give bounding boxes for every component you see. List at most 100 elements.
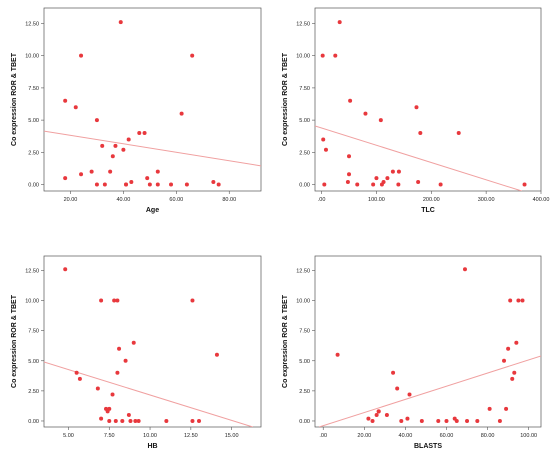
data-point [436,418,441,423]
x-tick-label: 7.50 [104,433,115,439]
data-point [497,418,502,423]
data-point [381,179,386,184]
data-point [107,406,112,411]
data-point [512,370,517,375]
data-point [190,418,195,423]
y-tick-label: 12.50 [25,268,39,274]
x-tick-label: .00 [319,433,327,439]
data-point [465,418,470,423]
data-point [320,53,325,58]
fit-line [315,125,522,191]
data-point [385,176,390,181]
y-tick-label: 0.00 [299,183,310,189]
y-tick-label: 7.50 [28,329,39,335]
x-tick-label: 12.50 [184,433,198,439]
data-point [363,111,368,116]
data-point [506,346,511,351]
data-point [337,20,342,25]
data-point [416,179,421,184]
data-point [74,370,79,375]
y-tick-label: 0.00 [299,419,310,425]
data-point [131,340,136,345]
data-point [118,20,123,25]
data-point [514,340,519,345]
data-point [391,370,396,375]
data-point [502,358,507,363]
y-tick-label: 2.50 [299,150,310,156]
data-point [214,352,219,357]
fit-line [44,130,261,167]
y-tick-label: 10.00 [25,54,39,60]
data-point [396,182,401,187]
y-tick-label: 5.00 [28,118,39,124]
chart-panel-3: 0.00 2.50 5.00 7.50 10.00 12.50 5.00 7.50 10.00 1… [11,255,262,450]
x-axis-title: BLASTS [414,443,442,450]
y-tick-label: 12.50 [25,21,39,27]
x-tick-label: 100.00 [368,197,385,203]
data-point [133,418,138,423]
data-point [77,376,82,381]
data-point [112,298,117,303]
data-point [79,172,84,177]
data-point [110,154,115,159]
y-axis-title: Co expression ROR & TBET [11,52,18,146]
y-tick-label: 7.50 [299,86,310,92]
y-tick-label: 7.50 [28,86,39,92]
data-point [147,182,152,187]
data-point [184,182,189,187]
data-point [155,182,160,187]
x-tick-label: 60.00 [440,433,454,439]
data-point [418,131,423,136]
plot-frame [43,7,262,192]
x-tick-label: 60.00 [169,197,183,203]
data-point [345,179,350,184]
data-point [63,267,68,272]
y-tick-label: 5.00 [299,359,310,365]
data-point [95,386,100,391]
data-point [100,143,105,148]
y-tick-label: 2.50 [28,389,39,395]
data-point [108,169,113,174]
data-point [347,154,352,159]
data-point [120,418,125,423]
data-point [456,131,461,136]
data-point [321,137,326,142]
data-point [102,182,107,187]
data-point [348,98,353,103]
data-point [347,172,352,177]
data-point [110,392,115,397]
data-point [366,416,371,421]
data-point [128,418,133,423]
data-point [73,105,78,110]
y-tick-label: 7.50 [299,329,310,335]
data-point [504,406,509,411]
data-point [145,176,150,181]
x-tick-label: 80.00 [222,197,236,203]
data-point [136,418,141,423]
data-point [94,118,99,123]
data-point [374,176,379,181]
data-point [522,182,527,187]
x-tick-label: 10.00 [143,433,157,439]
x-tick-label: 300.00 [478,197,495,203]
data-point [414,105,419,110]
y-axis-title: Co expression ROR & TBET [282,294,289,388]
data-point [444,418,449,423]
x-tick-label: .00 [318,197,326,203]
data-point [117,346,122,351]
data-point [179,111,184,116]
data-point [520,298,525,303]
data-point [407,392,412,397]
data-point [169,182,174,187]
data-point [137,131,142,136]
data-point [487,406,492,411]
data-point [124,182,129,187]
data-point [115,298,120,303]
data-point [378,118,383,123]
x-axis-title: HB [147,443,157,450]
y-tick-label: 10.00 [296,54,310,60]
y-tick-label: 10.00 [296,299,310,305]
y-tick-label: 12.50 [296,268,310,274]
data-point [376,409,381,414]
data-point [123,358,128,363]
